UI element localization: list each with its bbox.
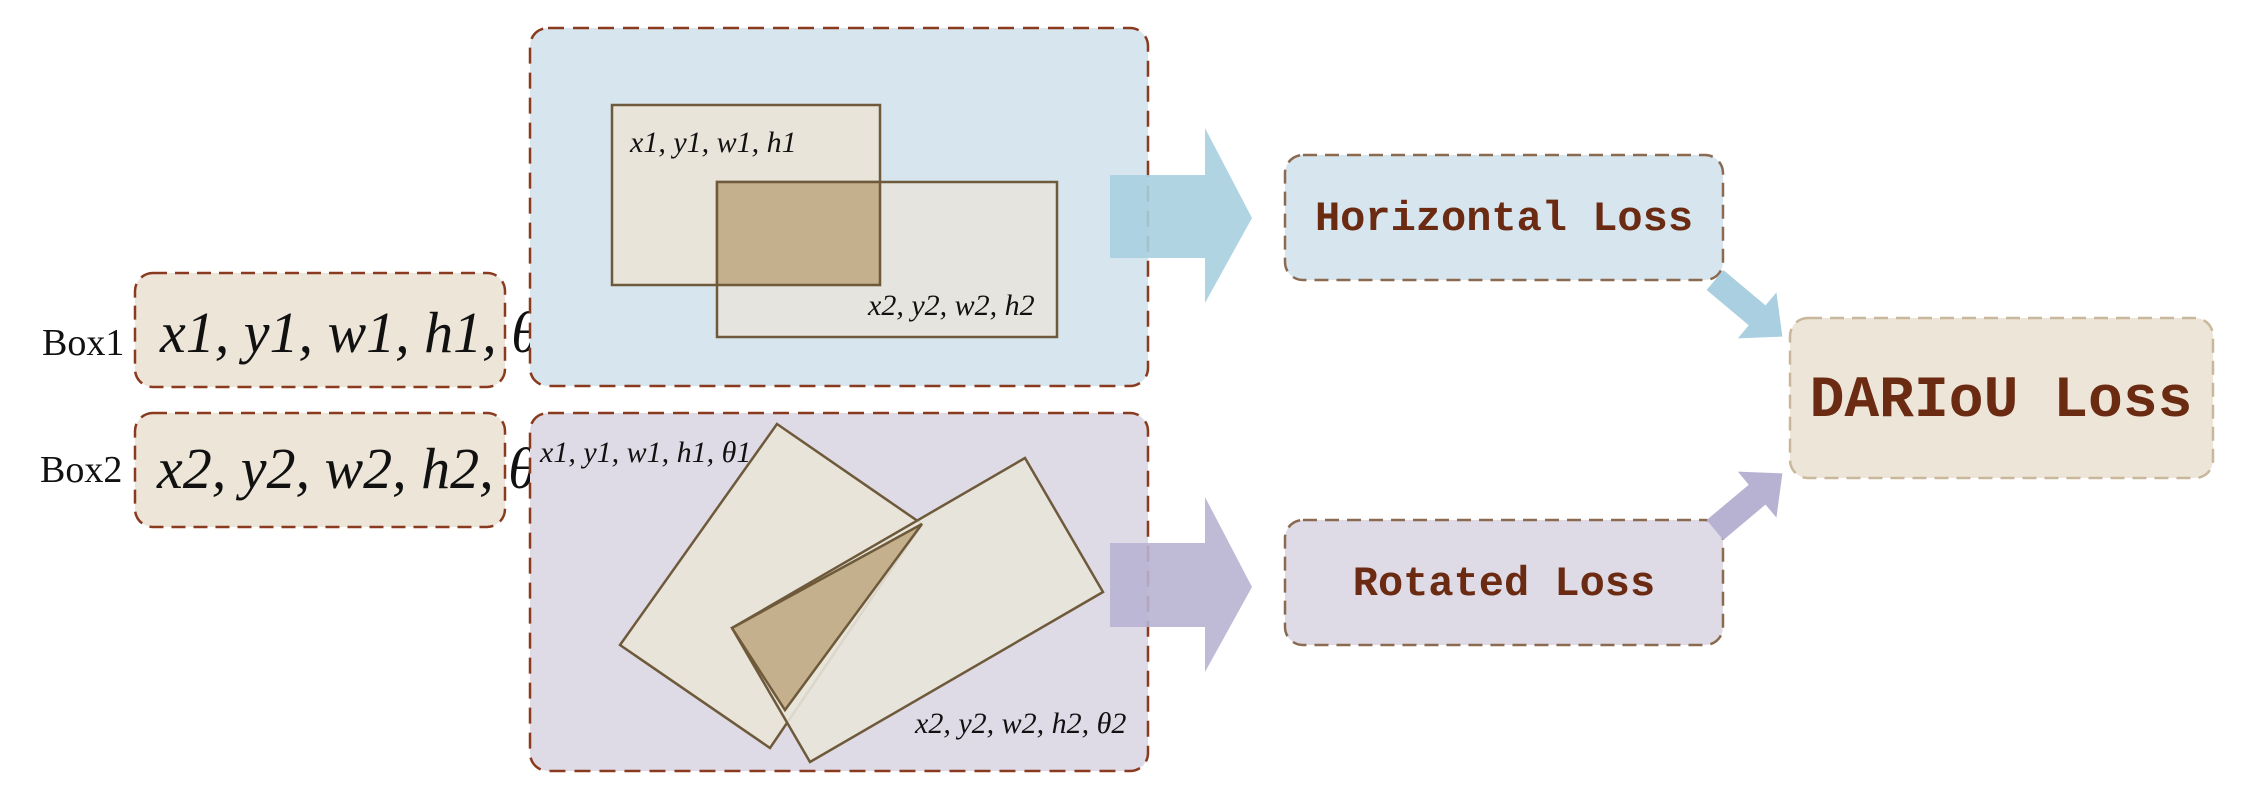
- horizontal-rect-1-params: x1, y1, w1, h1: [629, 126, 797, 159]
- rotated-loss-label: Rotated Loss: [1353, 560, 1655, 608]
- box1-label: Box1: [42, 322, 124, 364]
- box2-params: x2, y2, w2, h2, θ2: [156, 436, 566, 501]
- horizontal-overlap: [717, 182, 880, 285]
- horizontal-rect-2-params: x2, y2, w2, h2: [867, 289, 1035, 322]
- box1-params: x1, y1, w1, h1, θ1: [159, 300, 569, 365]
- rotated-rect-1-params: x1, y1, w1, h1, θ1: [539, 436, 751, 469]
- rotated-rect-2-params: x2, y2, w2, h2, θ2: [914, 707, 1126, 740]
- dariou-loss-label: DARIoU Loss: [1810, 369, 2193, 434]
- horizontal-loss-label: Horizontal Loss: [1315, 195, 1693, 243]
- box2-label: Box2: [40, 449, 122, 491]
